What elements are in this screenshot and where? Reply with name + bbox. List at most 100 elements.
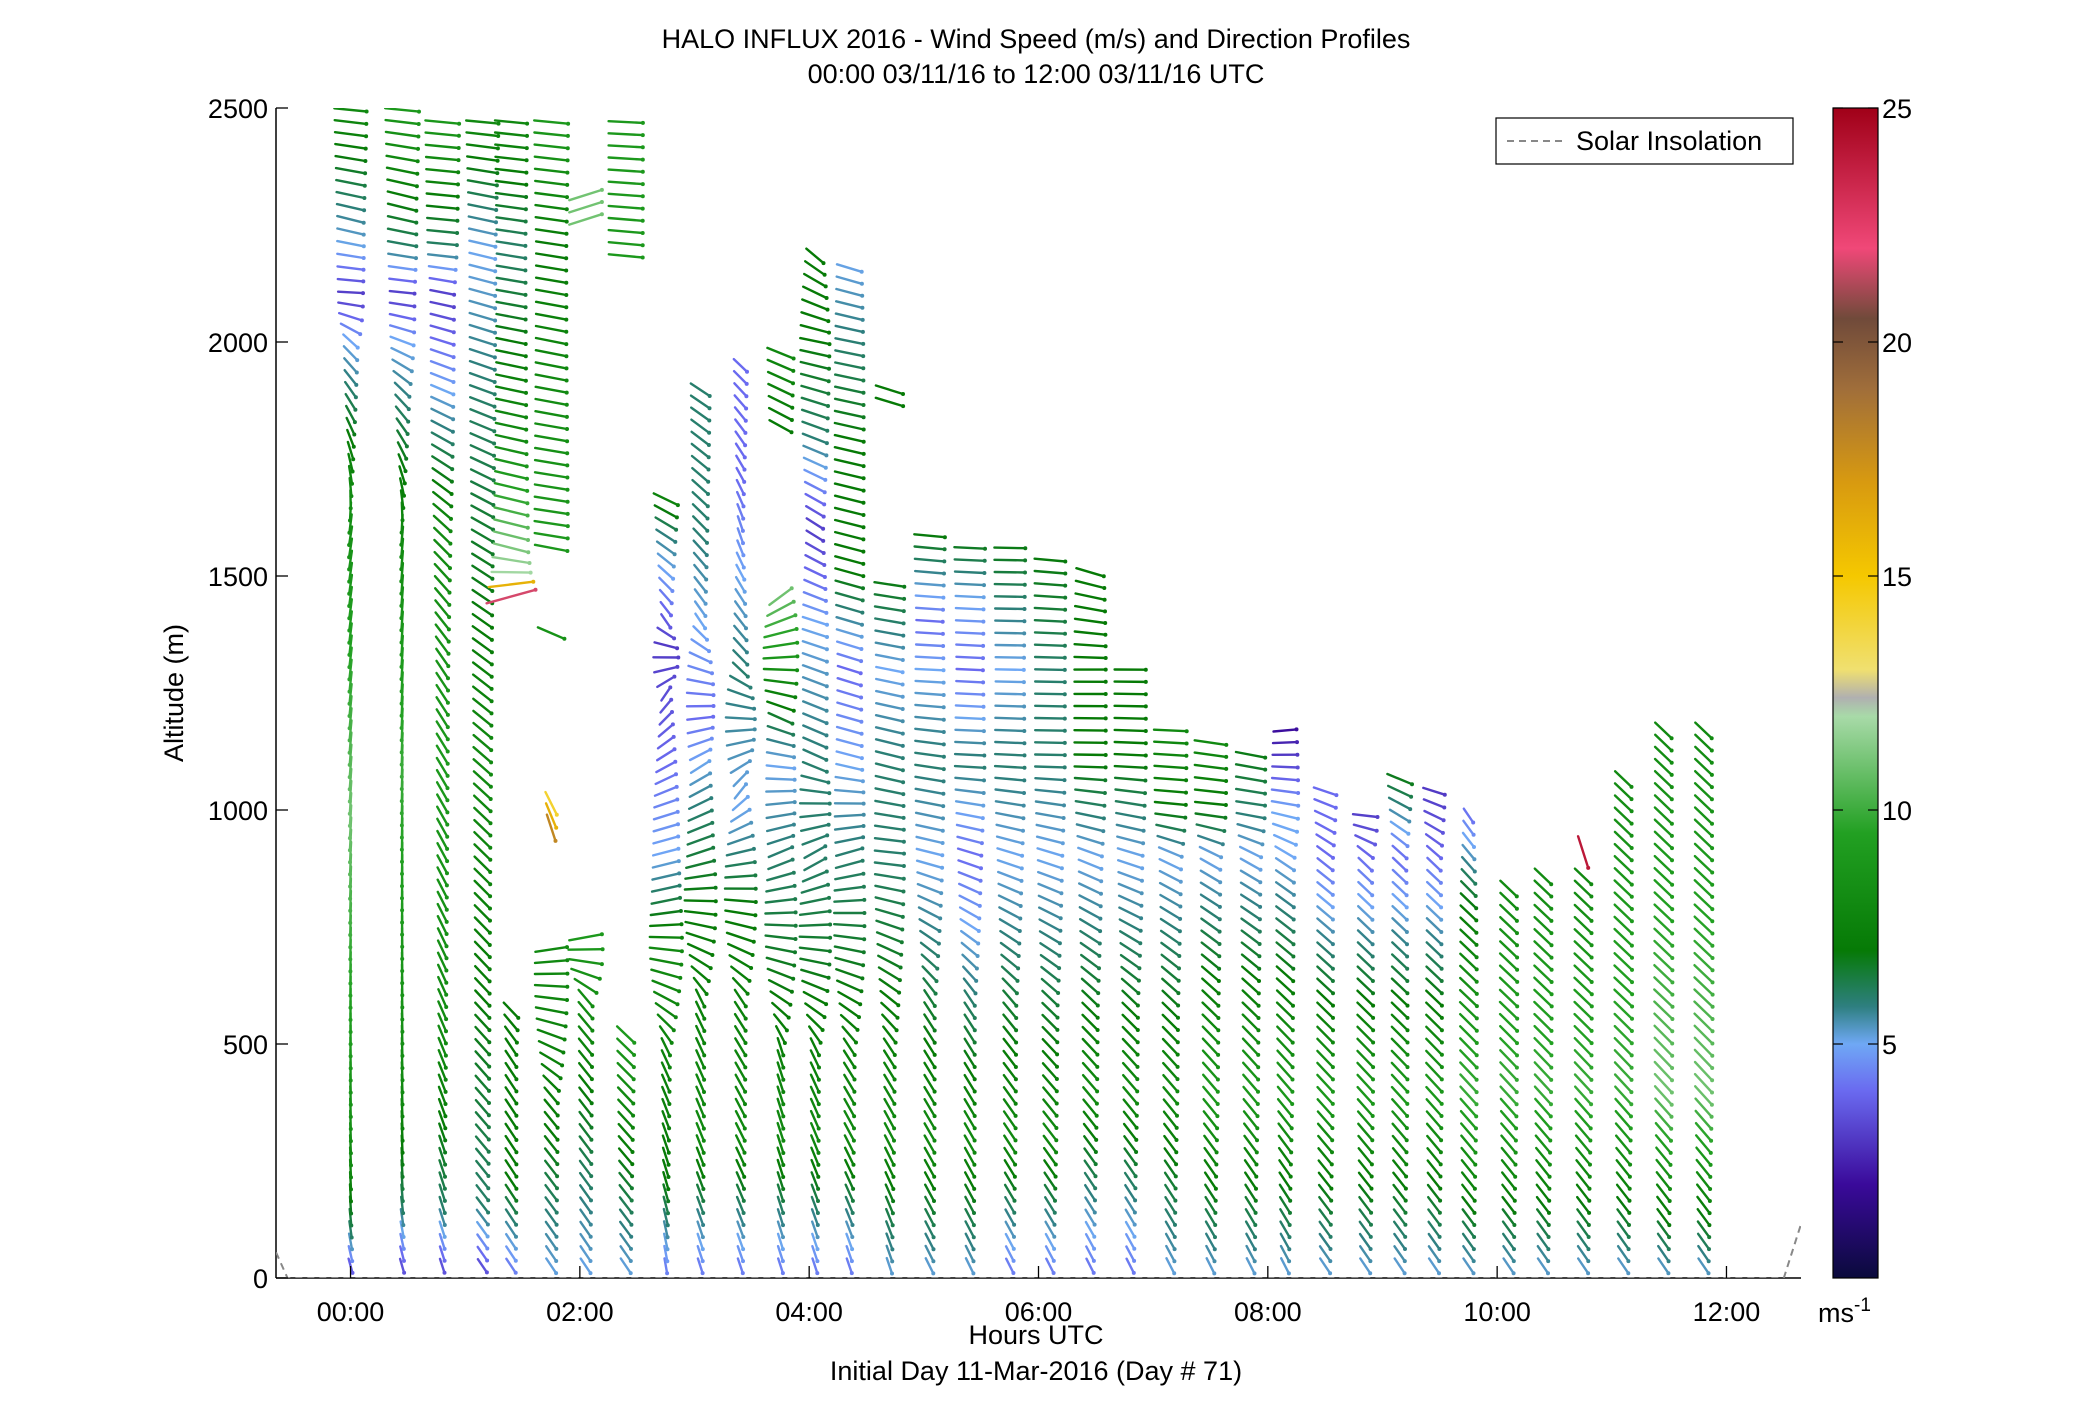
wind-vector [1501, 1220, 1516, 1239]
wind-vector-head [896, 1003, 901, 1008]
wind-vector [736, 1220, 745, 1239]
profile-28 [1422, 786, 1447, 1276]
wind-vector [1113, 740, 1148, 745]
wind-vector [1693, 915, 1714, 935]
wind-vector-head [1133, 1174, 1138, 1179]
wind-vector [473, 794, 492, 813]
wind-vector [994, 800, 1025, 807]
wind-vector [1033, 704, 1067, 708]
wind-vector [765, 751, 796, 759]
wind-vector [1459, 916, 1478, 934]
wind-vector-head [362, 208, 367, 213]
wind-vector-head [1140, 866, 1145, 871]
wind-vector-head [523, 219, 528, 224]
wind-vector-head [1256, 1052, 1261, 1057]
wind-vector [1573, 1073, 1593, 1094]
wind-vector-head [347, 543, 352, 547]
wind-vector-head [860, 293, 865, 298]
wind-vector [1073, 630, 1107, 636]
wind-vector-head [1101, 816, 1106, 821]
wind-vector-head [702, 1065, 707, 1070]
wind-vector-head [1669, 821, 1674, 826]
wind-vector [1356, 953, 1375, 970]
wind-vector [1199, 857, 1222, 871]
wind-vector [473, 818, 492, 837]
wind-vector-head [861, 561, 866, 566]
wind-vector [577, 1037, 594, 1057]
wind-vector-head [701, 1187, 706, 1191]
wind-vector [954, 631, 985, 635]
wind-vector-head [456, 133, 461, 138]
wind-vector [1241, 1025, 1260, 1044]
wind-vector [1240, 941, 1261, 958]
wind-vector-head [972, 1138, 977, 1143]
wind-vector-head [362, 183, 367, 188]
wind-vector-head [1439, 917, 1444, 922]
wind-vector [1461, 1195, 1476, 1215]
wind-vector-head [525, 476, 529, 481]
wind-vector [1159, 905, 1182, 921]
wind-vector-head [1295, 829, 1299, 834]
wind-vector [1082, 1098, 1098, 1117]
wind-vector [1081, 989, 1100, 1007]
wind-vector [1613, 855, 1634, 874]
wind-vector [1079, 953, 1101, 970]
wind-vector [1499, 1037, 1519, 1057]
wind-vector [732, 649, 749, 666]
wind-vector-head [751, 737, 756, 742]
wind-vector-head [972, 1211, 976, 1215]
wind-vector-head [981, 619, 986, 624]
wind-vector-head [1629, 931, 1634, 936]
wind-vector-head [347, 787, 352, 792]
wind-vector-head [972, 1077, 977, 1082]
wind-vector [1613, 830, 1633, 850]
wind-vector-head [1629, 846, 1634, 850]
wind-vector-head [706, 443, 711, 447]
wind-vector [494, 445, 528, 456]
wind-vector-head [1291, 880, 1296, 885]
wind-vector [348, 682, 353, 705]
wind-vector [994, 776, 1026, 782]
wind-vector [1074, 592, 1106, 601]
wind-vector [619, 1257, 632, 1275]
wind-vector [1653, 951, 1674, 972]
wind-vector-head [781, 1126, 786, 1131]
wind-vector-head [445, 798, 450, 803]
wind-vector [885, 1244, 894, 1263]
wind-vector [533, 983, 569, 988]
wind-vector [800, 408, 829, 420]
wind-vector-head [668, 625, 673, 630]
wind-vector-head [1629, 833, 1634, 838]
wind-vector [834, 956, 865, 967]
wind-vector-head [752, 717, 757, 722]
wind-vector-head [1095, 1064, 1100, 1069]
wind-vector-head [981, 680, 986, 685]
wind-vector [695, 1000, 706, 1020]
wind-vector [433, 562, 451, 582]
wind-vector-head [1177, 941, 1182, 946]
wind-vector [473, 891, 492, 910]
wind-vector-head [1141, 841, 1146, 846]
wind-vector-head [708, 771, 713, 776]
wind-vector-head [1474, 1102, 1479, 1107]
wind-vector-head [1291, 954, 1296, 959]
wind-vector-head [1667, 1223, 1672, 1228]
wind-vector-head [1137, 953, 1142, 958]
wind-vector [834, 337, 865, 346]
wind-vector-head [1052, 1246, 1057, 1251]
wind-vector-head [790, 857, 795, 862]
wind-vector-head [1513, 1150, 1518, 1155]
wind-vector [810, 1121, 820, 1143]
wind-vector [1499, 916, 1519, 935]
wind-vector [810, 1146, 820, 1167]
wind-vector [617, 1110, 635, 1129]
wind-vector [776, 1061, 785, 1082]
wind-vector [1352, 823, 1378, 832]
wind-vector [1041, 1049, 1059, 1068]
wind-vector [651, 872, 681, 881]
wind-vector-head [489, 723, 494, 728]
wind-vector [1693, 1012, 1714, 1033]
wind-vector [1425, 953, 1443, 970]
wind-vector-head [1547, 1210, 1551, 1215]
wind-vector [1356, 1001, 1375, 1020]
